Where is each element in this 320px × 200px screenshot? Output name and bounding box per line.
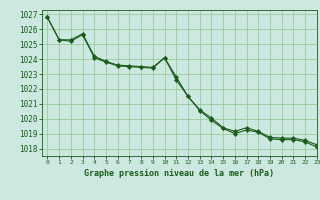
X-axis label: Graphe pression niveau de la mer (hPa): Graphe pression niveau de la mer (hPa): [84, 169, 274, 178]
